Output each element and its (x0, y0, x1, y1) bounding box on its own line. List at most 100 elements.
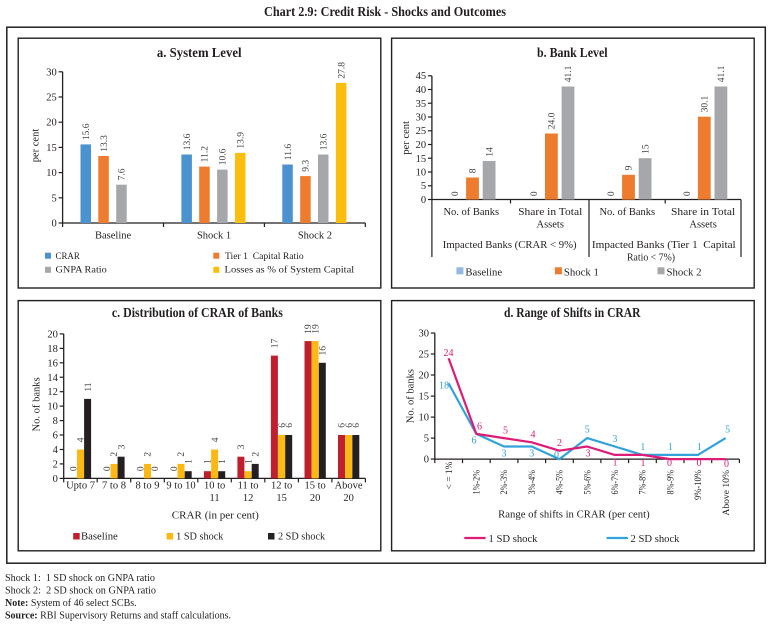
svg-text:8: 8 (469, 168, 479, 173)
svg-text:3: 3 (237, 444, 247, 449)
svg-text:14: 14 (47, 373, 58, 384)
svg-text:Baseline: Baseline (95, 231, 131, 242)
svg-text:Share in Total: Share in Total (518, 207, 582, 218)
svg-text:0: 0 (697, 458, 702, 469)
svg-text:40: 40 (416, 85, 427, 96)
svg-text:0: 0 (724, 459, 729, 470)
svg-text:19: 19 (304, 324, 314, 334)
svg-text:25: 25 (419, 350, 430, 361)
svg-text:19: 19 (311, 324, 321, 334)
svg-text:13.6: 13.6 (319, 133, 329, 150)
svg-text:12 to: 12 to (271, 480, 292, 491)
svg-text:10.6: 10.6 (219, 148, 229, 165)
svg-text:3: 3 (502, 449, 507, 460)
svg-text:per cent: per cent (401, 121, 412, 155)
svg-text:18: 18 (47, 344, 58, 355)
svg-text:Shock 1: Shock 1 (197, 231, 231, 242)
svg-text:8: 8 (53, 416, 58, 427)
svg-text:0: 0 (554, 450, 559, 461)
svg-text:15: 15 (46, 143, 57, 154)
svg-text:12: 12 (47, 387, 58, 398)
svg-text:20: 20 (47, 329, 58, 340)
svg-text:8 to 9: 8 to 9 (136, 480, 160, 491)
svg-text:35: 35 (416, 99, 427, 110)
svg-text:d. Range of Shifts in CRAR: d. Range of Shifts in CRAR (504, 305, 641, 320)
svg-text:6: 6 (278, 423, 288, 428)
svg-text:6: 6 (285, 423, 295, 428)
svg-text:1: 1 (668, 442, 673, 453)
svg-text:1 SD shock: 1 SD shock (489, 534, 538, 545)
svg-text:15: 15 (416, 154, 427, 165)
svg-text:12: 12 (243, 493, 254, 504)
svg-text:1: 1 (204, 459, 214, 464)
svg-text:13.6: 13.6 (183, 133, 193, 150)
svg-text:4: 4 (77, 437, 87, 442)
svg-text:a. System Level: a. System Level (157, 45, 242, 60)
svg-text:15 to: 15 to (304, 480, 325, 491)
svg-text:0: 0 (70, 466, 80, 471)
svg-text:0: 0 (151, 466, 161, 471)
svg-text:Baseline: Baseline (81, 532, 118, 543)
svg-text:Baseline: Baseline (465, 268, 502, 279)
svg-text:0: 0 (170, 466, 180, 471)
svg-text:1: 1 (184, 459, 194, 464)
svg-text:2 SD shock: 2 SD shock (631, 534, 680, 545)
svg-text:24: 24 (444, 348, 454, 359)
svg-text:6%-7%: 6%-7% (611, 470, 621, 495)
svg-text:Range of shifts in CRAR (per c: Range of shifts in CRAR (per cent) (498, 510, 650, 521)
svg-text:Impacted Banks (CRAR < 9%): Impacted Banks (CRAR < 9%) (443, 240, 577, 251)
svg-text:2: 2 (177, 452, 187, 457)
svg-text:10 to: 10 to (204, 480, 225, 491)
svg-text:18: 18 (439, 381, 449, 392)
svg-text:5: 5 (421, 181, 426, 192)
svg-text:6: 6 (477, 422, 482, 433)
svg-text:10: 10 (47, 402, 58, 413)
svg-text:0: 0 (52, 219, 57, 230)
svg-text:Impacted Banks (Tier 1 Capita: Impacted Banks (Tier 1 Capital (592, 240, 736, 251)
svg-text:3: 3 (529, 449, 534, 460)
svg-text:No. of Banks: No. of Banks (599, 207, 655, 218)
svg-text:20: 20 (343, 493, 354, 504)
svg-text:10: 10 (46, 168, 57, 179)
svg-text:27.8: 27.8 (337, 62, 347, 79)
svg-text:0: 0 (530, 191, 540, 196)
svg-text:No. of Banks: No. of Banks (443, 207, 499, 218)
svg-text:9.3: 9.3 (302, 160, 312, 172)
svg-text:Above: Above (335, 480, 363, 491)
svg-text:5: 5 (52, 193, 57, 204)
svg-text:30: 30 (419, 329, 430, 340)
svg-text:2%-3%: 2%-3% (500, 470, 510, 495)
svg-text:Assets: Assets (689, 220, 716, 231)
svg-text:Note: System of 46 select SCBs: Note: System of 46 select SCBs. (5, 598, 137, 609)
svg-text:1: 1 (244, 459, 254, 464)
svg-text:2: 2 (557, 438, 562, 449)
svg-text:per cent: per cent (31, 129, 42, 163)
svg-text:No. of banks: No. of banks (406, 369, 417, 423)
svg-text:7.6: 7.6 (118, 168, 128, 180)
svg-text:5: 5 (424, 434, 429, 445)
svg-text:0: 0 (607, 191, 617, 196)
svg-text:41.1: 41.1 (717, 65, 727, 82)
svg-text:5: 5 (503, 426, 508, 437)
svg-text:CRAR (in per cent): CRAR (in per cent) (172, 511, 260, 522)
svg-text:3: 3 (117, 444, 127, 449)
svg-text:Above 10%: Above 10% (722, 470, 732, 516)
svg-text:3: 3 (612, 434, 617, 445)
svg-text:2: 2 (251, 452, 261, 457)
svg-text:10: 10 (416, 168, 427, 179)
svg-text:Share in Total: Share in Total (671, 207, 735, 218)
svg-text:24.0: 24.0 (548, 112, 558, 129)
svg-text:6: 6 (338, 423, 348, 428)
svg-text:17: 17 (271, 339, 281, 349)
svg-text:2 SD shock: 2 SD shock (278, 532, 325, 543)
svg-text:14: 14 (485, 147, 495, 157)
svg-text:5: 5 (585, 425, 590, 436)
svg-text:41.1: 41.1 (564, 65, 574, 82)
svg-text:8%-9%: 8%-9% (666, 470, 676, 495)
svg-text:c. Distribution of CRAR of Ban: c. Distribution of CRAR of Banks (112, 305, 283, 320)
svg-text:0: 0 (421, 195, 426, 206)
svg-text:Shock 2: 2 SD shock on GNPA r: Shock 2: 2 SD shock on GNPA ratio (5, 586, 156, 597)
svg-text:Shock 2: Shock 2 (298, 231, 332, 242)
svg-text:9%-10%: 9%-10% (694, 470, 704, 500)
svg-text:11: 11 (210, 493, 220, 504)
